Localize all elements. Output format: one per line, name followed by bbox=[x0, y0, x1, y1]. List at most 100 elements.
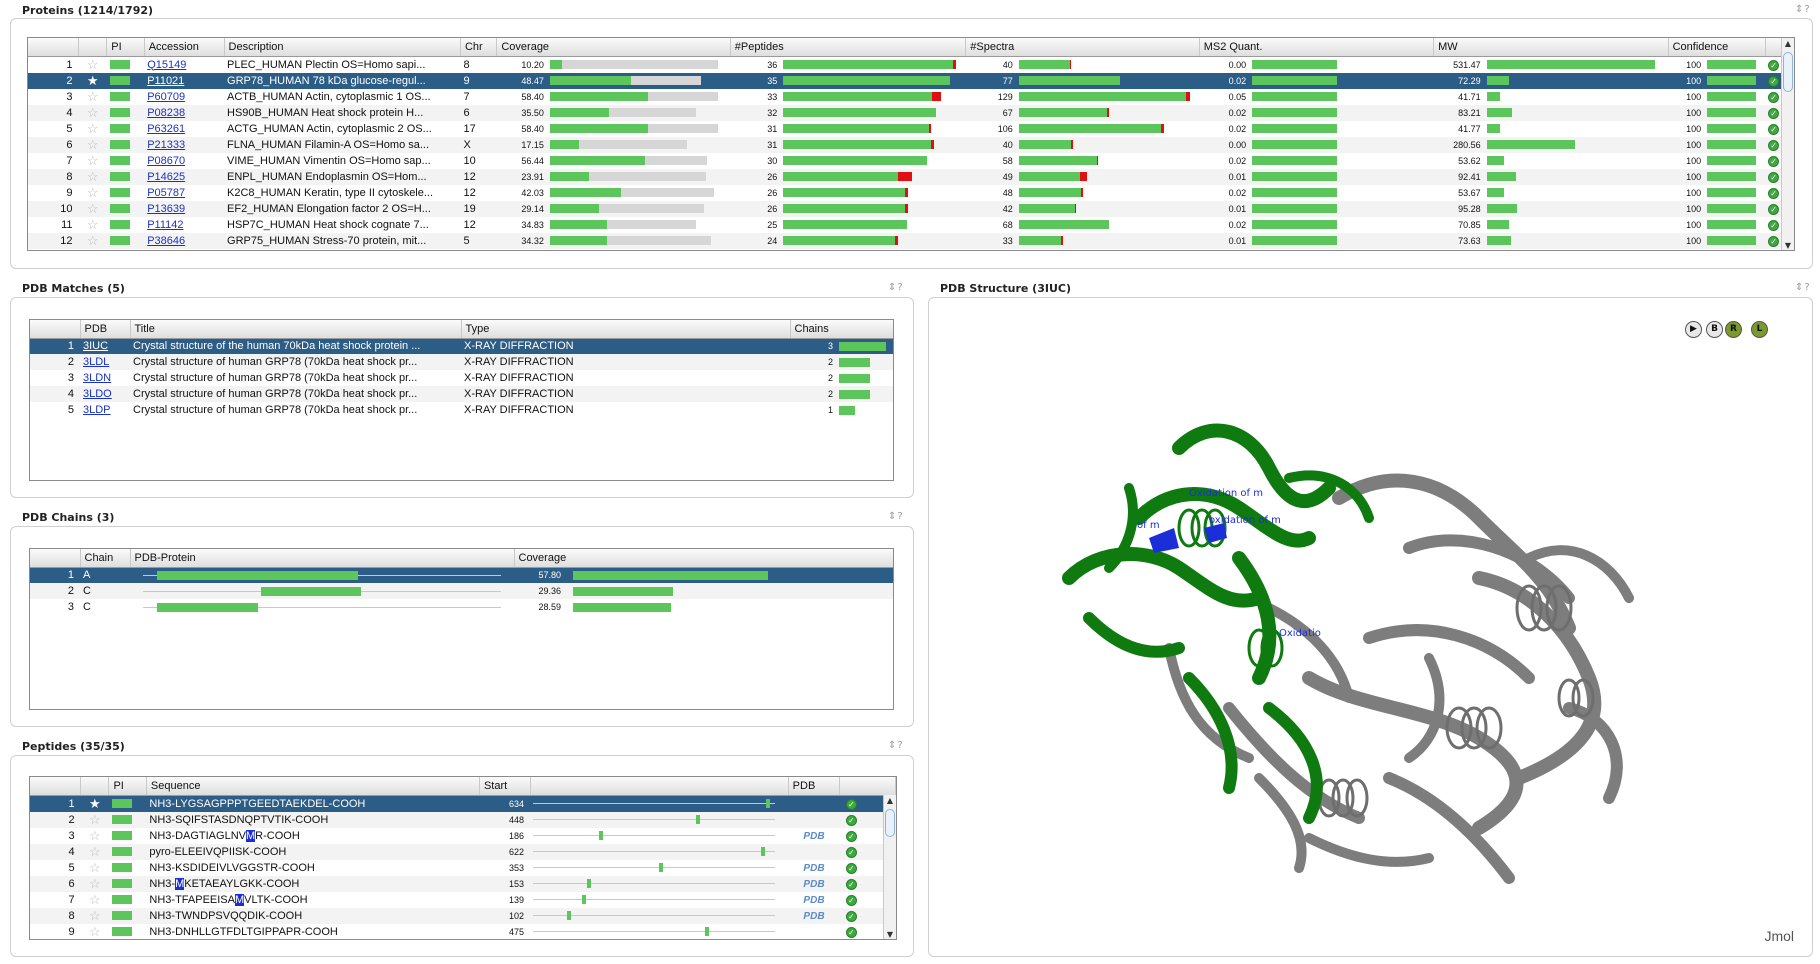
peptides-column-header[interactable] bbox=[839, 777, 896, 796]
check-icon[interactable]: ✓ bbox=[1768, 203, 1780, 215]
star-icon[interactable]: ☆ bbox=[78, 136, 107, 153]
star-icon[interactable]: ☆ bbox=[88, 859, 101, 875]
star-icon[interactable]: ☆ bbox=[78, 104, 107, 121]
proteins-column-header[interactable]: #Spectra bbox=[965, 38, 1200, 57]
check-icon[interactable]: ✓ bbox=[1768, 235, 1780, 247]
accession-link[interactable]: P60709 bbox=[147, 90, 186, 103]
protein-row[interactable]: 6 ☆ P21333 FLNA_HUMAN Filamin-A OS=Homo sa.… bbox=[28, 136, 1794, 153]
peptides-column-header[interactable] bbox=[30, 777, 82, 796]
check-icon[interactable]: ✓ bbox=[1768, 91, 1780, 103]
check-icon[interactable]: ✓ bbox=[845, 798, 857, 810]
pdb-matches-tools[interactable]: ⇕? bbox=[888, 282, 904, 293]
validated-cell[interactable]: ✓ bbox=[839, 843, 896, 860]
validated-cell[interactable]: ✓ bbox=[840, 828, 896, 844]
check-icon[interactable]: ✓ bbox=[1768, 123, 1780, 135]
validated-cell[interactable]: ✓ bbox=[839, 811, 896, 828]
star-icon[interactable]: ☆ bbox=[86, 56, 99, 72]
pdb-chains-tools[interactable]: ⇕? bbox=[888, 511, 904, 522]
backbone-toggle-button[interactable]: B bbox=[1706, 321, 1723, 338]
pdb-cell[interactable]: 3LDN bbox=[80, 370, 130, 386]
accession-cell[interactable]: P11142 bbox=[144, 217, 224, 233]
protein-row[interactable]: 2 ★ P11021 GRP78_HUMAN 78 kDa glucose-regul… bbox=[28, 72, 1794, 89]
check-icon[interactable]: ✓ bbox=[845, 830, 857, 842]
accession-link[interactable]: P21333 bbox=[147, 138, 186, 151]
scroll-thumb[interactable] bbox=[885, 809, 895, 837]
validated-cell[interactable]: ✓ bbox=[840, 892, 896, 908]
proteins-column-header[interactable]: Chr bbox=[460, 38, 498, 57]
accession-link[interactable]: P08670 bbox=[147, 154, 186, 167]
star-icon[interactable]: ☆ bbox=[80, 907, 109, 924]
protein-row[interactable]: 12 ☆ P38646 GRP75_HUMAN Stress-70 protein, … bbox=[28, 232, 1794, 249]
check-icon[interactable]: ✓ bbox=[845, 862, 857, 874]
play-icon[interactable]: ▶ bbox=[1685, 321, 1702, 338]
check-icon[interactable]: ✓ bbox=[845, 910, 857, 922]
accession-link[interactable]: Q15149 bbox=[147, 58, 187, 71]
pdb-match-row[interactable]: 1 3IUC Crystal structure of the human 70kD… bbox=[30, 338, 893, 354]
star-icon[interactable]: ☆ bbox=[88, 891, 101, 907]
accession-link[interactable]: P08238 bbox=[147, 106, 186, 119]
accession-cell[interactable]: P14625 bbox=[144, 168, 225, 185]
star-icon[interactable]: ★ bbox=[80, 795, 109, 812]
star-icon[interactable]: ☆ bbox=[86, 184, 99, 200]
protein-row[interactable]: 8 ☆ P14625 ENPL_HUMAN Endoplasmin OS=Hom...… bbox=[28, 168, 1794, 185]
validated-cell[interactable]: ✓ bbox=[839, 875, 896, 892]
validated-cell[interactable]: ✓ bbox=[1765, 153, 1793, 169]
peptide-row[interactable]: 6 ☆ NH3-MKETAEAYLGKK-COOH 153 PDB ✓ bbox=[30, 875, 896, 892]
proteins-column-header[interactable]: MS2 Quant. bbox=[1199, 38, 1435, 57]
proteins-panel-tools[interactable]: ⇕? bbox=[1795, 4, 1811, 15]
protein-structure-viewer[interactable]: Oxidation of m oxidation of m of m Oxida… bbox=[1009, 378, 1709, 898]
proteins-column-header[interactable]: Description bbox=[224, 38, 461, 57]
accession-cell[interactable]: P63261 bbox=[144, 121, 224, 137]
peptides-column-header[interactable] bbox=[530, 777, 789, 796]
protein-row[interactable]: 7 ☆ P08670 VIME_HUMAN Vimentin OS=Homo sap.… bbox=[28, 153, 1794, 169]
pdb-link[interactable]: 3LDN bbox=[83, 372, 112, 384]
pdb_chains-column-header[interactable]: Chain bbox=[80, 549, 131, 568]
accession-cell[interactable]: P05787 bbox=[144, 185, 224, 201]
accession-cell[interactable]: P08670 bbox=[144, 153, 224, 169]
proteins-column-header[interactable]: PI bbox=[106, 38, 145, 57]
peptides-column-header[interactable]: PDB bbox=[788, 777, 841, 796]
pdb-match-row[interactable]: 2 3LDL Crystal structure of human GRP78 (7… bbox=[30, 354, 893, 370]
star-icon[interactable]: ☆ bbox=[86, 88, 99, 104]
validated-cell[interactable]: ✓ bbox=[840, 860, 896, 876]
pdb_matches-column-header[interactable]: Title bbox=[130, 320, 462, 339]
pdb-match-row[interactable]: 5 3LDP Crystal structure of human GRP78 (7… bbox=[30, 402, 893, 418]
proteins-column-header[interactable] bbox=[28, 38, 80, 57]
protein-row[interactable]: 9 ☆ P05787 K2C8_HUMAN Keratin, type II cyto… bbox=[28, 185, 1794, 201]
peptides-column-header[interactable]: Sequence bbox=[146, 777, 480, 796]
check-icon[interactable]: ✓ bbox=[1768, 107, 1780, 119]
star-icon[interactable]: ☆ bbox=[88, 923, 101, 939]
pdb-chain-row[interactable]: 2 C 29.36 bbox=[30, 583, 893, 599]
proteins-column-header[interactable] bbox=[78, 38, 108, 57]
validated-cell[interactable]: ✓ bbox=[1765, 89, 1793, 105]
check-icon[interactable]: ✓ bbox=[845, 926, 857, 938]
pdb-cell[interactable]: 3LDL bbox=[80, 354, 130, 370]
accession-cell[interactable]: Q15149 bbox=[144, 56, 224, 73]
accession-link[interactable]: P14625 bbox=[147, 170, 186, 183]
accession-link[interactable]: P13639 bbox=[147, 202, 186, 215]
accession-cell[interactable]: P60709 bbox=[144, 89, 224, 105]
accession-cell[interactable]: P08238 bbox=[144, 104, 225, 121]
peptide-row[interactable]: 5 ☆ NH3-KSDIDEIVLVGGSTR-COOH 353 PDB ✓ bbox=[30, 860, 896, 876]
pdb-match-row[interactable]: 4 3LDO Crystal structure of human GRP78 (7… bbox=[30, 386, 893, 402]
peptides-column-header[interactable] bbox=[80, 777, 110, 796]
proteins-column-header[interactable]: Confidence bbox=[1668, 38, 1766, 57]
scroll-up-icon[interactable]: ▲ bbox=[886, 796, 894, 805]
validated-cell[interactable]: ✓ bbox=[1765, 56, 1793, 73]
accession-link[interactable]: P05787 bbox=[147, 186, 186, 199]
peptides-column-header[interactable]: Start bbox=[479, 777, 531, 796]
accession-link[interactable]: P11021 bbox=[147, 74, 185, 87]
check-icon[interactable]: ✓ bbox=[845, 846, 857, 858]
accession-cell[interactable]: P21333 bbox=[144, 136, 225, 153]
validated-cell[interactable]: ✓ bbox=[839, 907, 896, 924]
star-icon[interactable]: ☆ bbox=[86, 120, 99, 136]
scroll-down-icon[interactable]: ▼ bbox=[1784, 241, 1792, 250]
pdb-cell[interactable]: 3LDO bbox=[80, 386, 130, 402]
proteins-column-header[interactable]: #Peptides bbox=[730, 38, 967, 57]
validated-cell[interactable]: ✓ bbox=[1765, 217, 1793, 233]
star-icon[interactable]: ☆ bbox=[88, 827, 101, 843]
pdb-cell[interactable]: 3IUC bbox=[80, 338, 130, 354]
check-icon[interactable]: ✓ bbox=[1768, 219, 1780, 231]
peptide-row[interactable]: 1 ★ NH3-LYGSAGPPPTGEEDTAEKDEL-COOH 634 ✓ bbox=[30, 795, 896, 812]
peptide-row[interactable]: 9 ☆ NH3-DNHLLGTFDLTGIPPAPR-COOH 475 ✓ bbox=[30, 924, 896, 940]
